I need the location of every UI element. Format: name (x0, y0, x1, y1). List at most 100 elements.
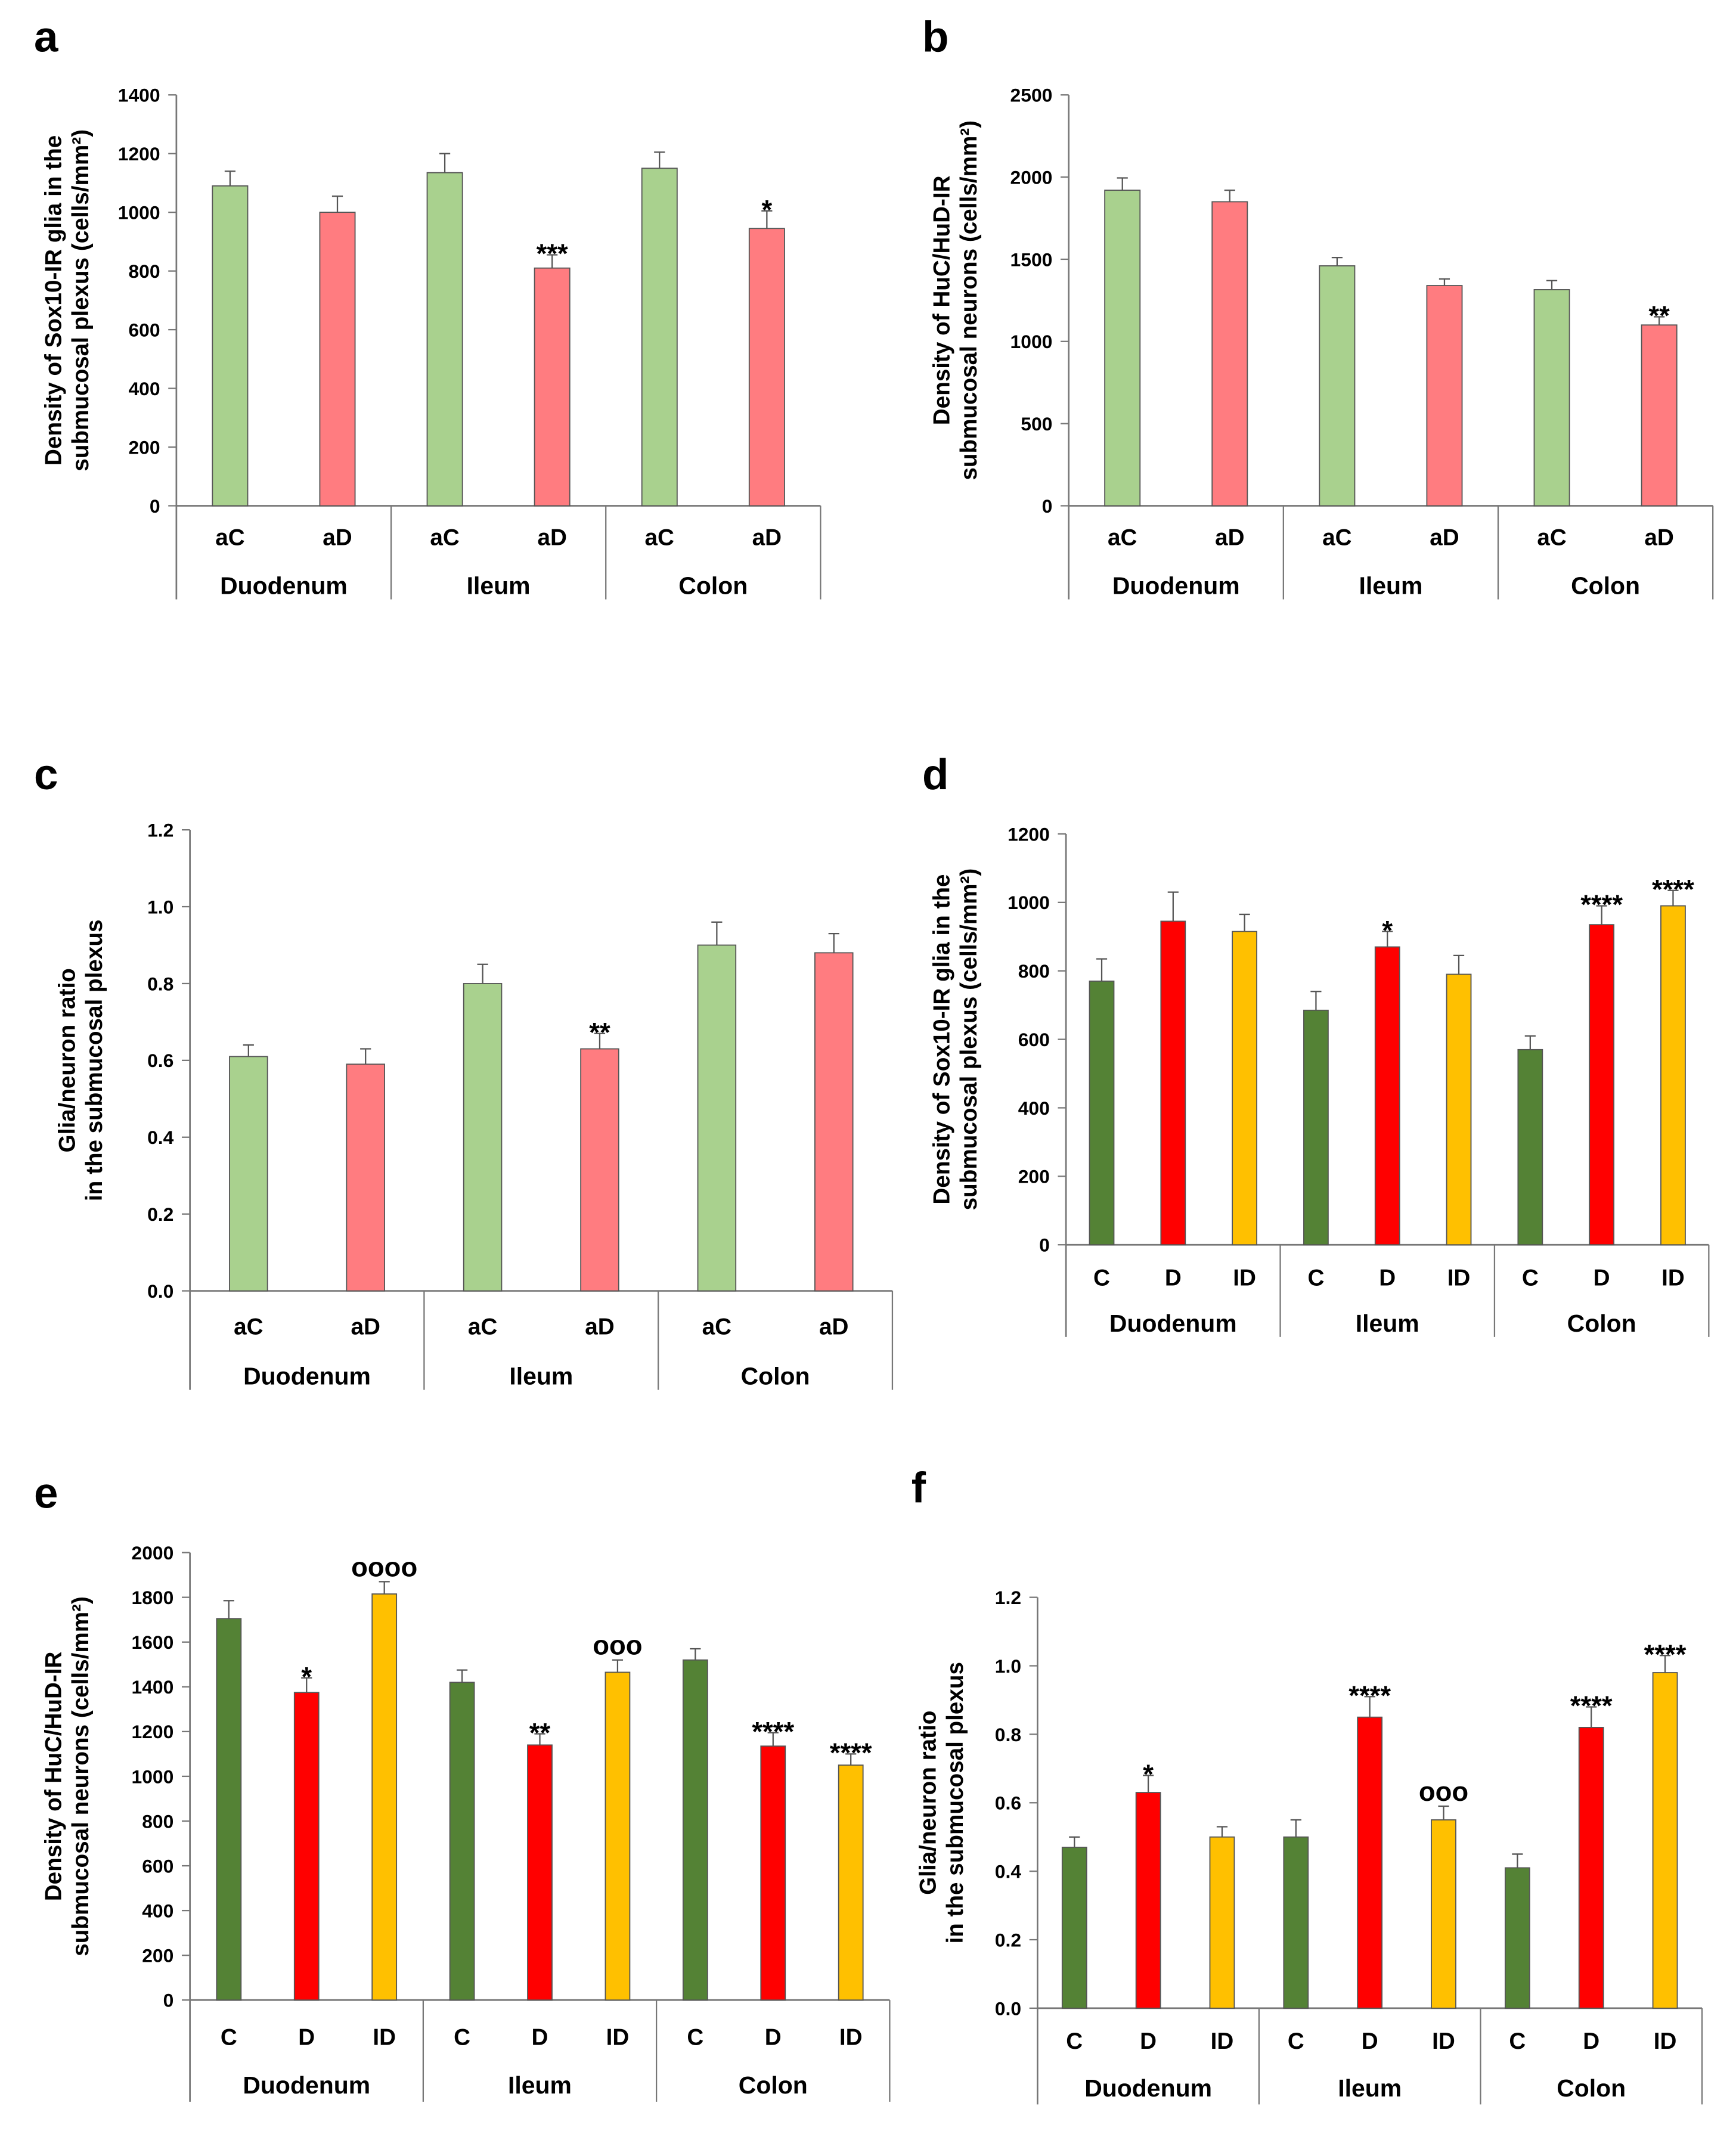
bar (527, 1744, 553, 2001)
y-tick-label: 0.8 (147, 973, 173, 994)
group-label: Duodenum (1112, 572, 1240, 599)
category-label: aD (585, 1314, 614, 1339)
y-tick-label: 0.6 (147, 1050, 173, 1071)
group-label: Ileum (509, 1363, 573, 1390)
bar (1211, 201, 1248, 507)
significance-marker: **** (1644, 1639, 1687, 1670)
bar (748, 228, 785, 507)
bar (1641, 324, 1678, 507)
bar (1578, 1727, 1604, 2009)
category-label: C (1093, 1265, 1110, 1291)
bar (814, 952, 854, 1292)
significance-marker: oooo (351, 1552, 417, 1582)
y-axis-label: Density of HuC/HuD-IR submucosal neurons … (929, 120, 981, 480)
bar (580, 1048, 619, 1292)
y-axis-label-line: Glia/neuron ratio (916, 1711, 941, 1895)
category-label: C (1307, 1265, 1324, 1291)
panel-letter: f (912, 1463, 926, 1512)
bar (1446, 973, 1472, 1246)
y-tick-label: 400 (142, 1900, 173, 1921)
significance-marker: **** (1570, 1691, 1613, 1721)
significance-marker: * (301, 1661, 312, 1692)
category-label: aC (645, 525, 674, 550)
category-label: ID (1211, 2029, 1234, 2054)
bar (1104, 190, 1141, 507)
category-label: aD (323, 525, 352, 550)
category-label: aC (430, 525, 459, 550)
category-label: aD (819, 1314, 848, 1339)
bar (371, 1593, 398, 2001)
significance-marker: **** (830, 1738, 872, 1768)
bar (1374, 946, 1400, 1246)
category-label: aC (1537, 525, 1566, 550)
category-label: C (1066, 2029, 1083, 2054)
significance-marker: ** (1648, 300, 1670, 331)
y-tick-label: 0.4 (147, 1127, 174, 1148)
y-tick-label: 600 (1018, 1029, 1050, 1050)
group-label: Duodenum (1084, 2074, 1212, 2102)
y-tick-label: 800 (1018, 960, 1050, 982)
group-label: Colon (1557, 2074, 1626, 2102)
group-label: Duodenum (243, 2071, 370, 2099)
category-label: D (765, 2024, 782, 2050)
group-label: Colon (1567, 1310, 1636, 1337)
y-axis-label: Glia/neuron ratio in the submucosal plexu… (54, 920, 107, 1202)
category-label: ID (1661, 1265, 1685, 1291)
group-label: Colon (741, 1363, 810, 1390)
category-label: D (1362, 2029, 1378, 2054)
bar (1160, 920, 1186, 1246)
panel-f: f 0.0 0.2 0.4 0.6 0.8 1.0 1.2 Glia/neuron ratio i… (912, 1463, 1703, 2105)
y-tick-label: 2000 (132, 1542, 174, 1564)
y-tick-label: 1000 (1008, 892, 1050, 913)
bar (697, 944, 737, 1292)
y-tick-label: 0.2 (995, 1929, 1021, 1950)
y-tick-label: 1000 (132, 1766, 174, 1787)
category-label: aC (1322, 525, 1351, 550)
y-tick-label: 0.6 (995, 1792, 1021, 1814)
panel-letter: c (34, 750, 58, 799)
bar (682, 1659, 708, 2001)
significance-marker: **** (1348, 1680, 1391, 1711)
y-axis-label-line: Density of Sox10-IR glia in the (929, 874, 954, 1204)
category-label: aD (1430, 525, 1459, 550)
y-tick-label: 0.8 (995, 1724, 1021, 1745)
group-label: Ileum (1359, 572, 1422, 599)
y-tick-label: 2000 (1010, 166, 1053, 188)
y-tick-label: 0.0 (995, 1998, 1021, 2019)
bar (449, 1682, 475, 2001)
panel-d: d 0 200 400 600 800 1000 1200 Density of Sox10-I… (922, 750, 1710, 1337)
y-tick-label: 500 (1021, 413, 1052, 435)
bar (1504, 1867, 1530, 2009)
bar (1589, 924, 1615, 1246)
significance-marker: * (761, 194, 772, 225)
y-axis-label: Density of HuC/HuD-IR submucosal neurons … (41, 1596, 94, 1956)
category-label: ID (606, 2024, 630, 2050)
panel-letter: d (922, 750, 948, 799)
bar (1517, 1049, 1543, 1246)
bar (293, 1692, 320, 2001)
bar (216, 1618, 242, 2001)
category-label: aC (1108, 525, 1137, 550)
bar (534, 267, 571, 507)
y-tick-label: 1000 (1010, 331, 1053, 352)
significance-marker: * (1382, 915, 1393, 945)
significance-marker: ** (589, 1017, 610, 1047)
category-label: C (1288, 2029, 1304, 2054)
bar (463, 983, 503, 1292)
bar (1061, 1847, 1087, 2009)
bar (1431, 1819, 1456, 2009)
category-label: aD (351, 1314, 380, 1339)
y-axis-label-line: Glia/neuron ratio (54, 968, 80, 1152)
y-axis-label-line: submucosal plexus (cells/mm²) (956, 869, 982, 1211)
y-axis-label-line: Density of HuC/HuD-IR (929, 175, 954, 425)
panel-letter: a (34, 13, 58, 61)
category-label: aC (468, 1314, 497, 1339)
panel-e: e 0 200 400 600 800 1000 1200 1400 1600 1800 2000 De… (34, 1469, 891, 2102)
y-axis-label-line: in the submucosal plexus (943, 1662, 968, 1944)
group-label: Ileum (467, 572, 531, 599)
y-tick-label: 200 (142, 1945, 173, 1967)
group-label: Duodenum (1109, 1310, 1237, 1337)
y-tick-label: 1.2 (995, 1587, 1021, 1608)
significance-marker: * (1143, 1759, 1154, 1789)
